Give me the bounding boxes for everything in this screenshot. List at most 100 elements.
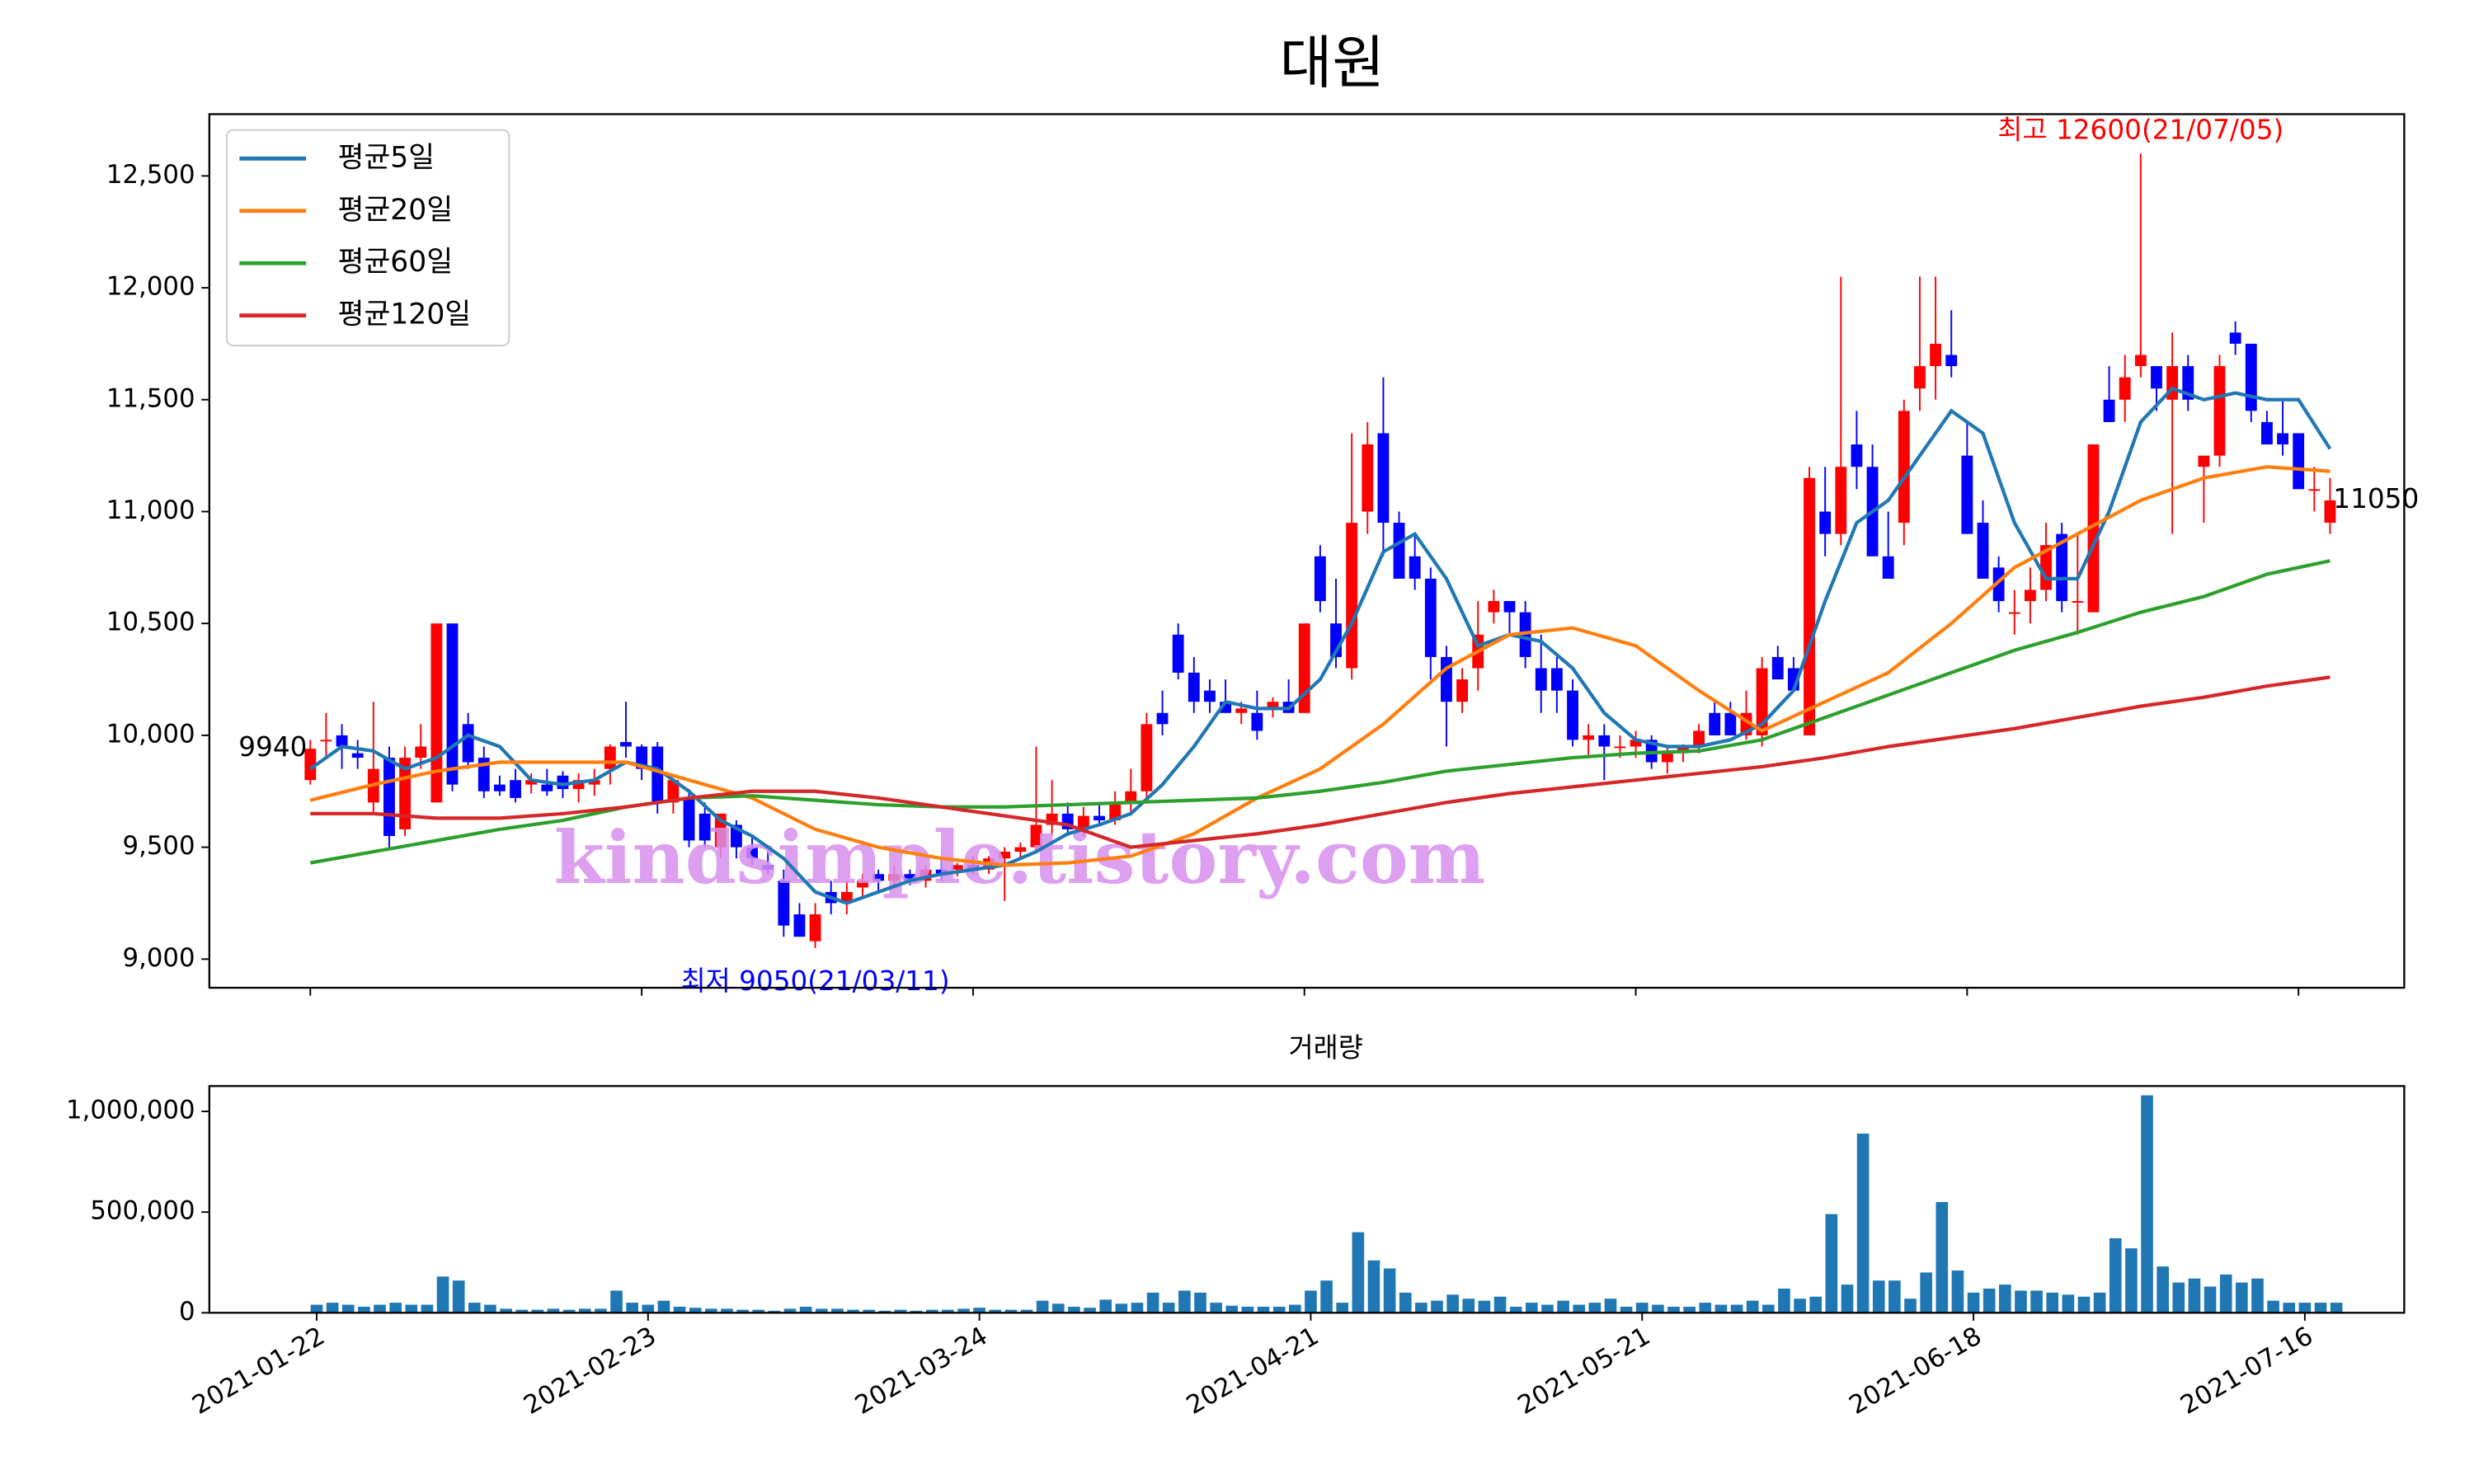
candle-body: [1172, 634, 1184, 673]
volume-bar: [989, 1309, 1002, 1313]
legend-label: 평균120일: [338, 298, 472, 331]
candle-body: [1930, 343, 1942, 367]
volume-bar: [1652, 1304, 1664, 1313]
candle-body: [1961, 455, 1973, 534]
volume-bar: [1305, 1290, 1317, 1313]
volume-bar: [610, 1290, 623, 1313]
candle-body: [1661, 753, 1673, 763]
volume-bar: [484, 1304, 496, 1313]
volume-bar: [689, 1308, 702, 1313]
candle-body: [778, 881, 790, 926]
volume-bar: [1683, 1306, 1696, 1313]
volume-bar: [2077, 1296, 2091, 1313]
candle-body: [1377, 433, 1390, 524]
y-tick-label: 9,500: [123, 831, 195, 861]
candle-body: [1693, 730, 1705, 747]
volume-bar: [515, 1309, 529, 1313]
y-tick-label: 11,000: [106, 495, 195, 525]
volume-bar: [721, 1308, 733, 1313]
volume-bar: [1588, 1303, 1602, 1313]
candle-body: [746, 847, 758, 859]
candle-body: [1125, 791, 1137, 803]
volume-bar: [2298, 1303, 2312, 1313]
volume-bar: [1178, 1290, 1191, 1313]
candle-body: [1204, 690, 1216, 702]
candle-body: [1945, 355, 1958, 367]
candle-body: [2260, 421, 2273, 445]
volume-bar: [2236, 1282, 2248, 1313]
volume-bar: [2157, 1266, 2169, 1313]
candle-body: [762, 865, 774, 870]
candle-body: [888, 874, 901, 881]
volume-bar: [973, 1308, 985, 1313]
volume-bar: [799, 1306, 812, 1313]
volume-bar: [2172, 1282, 2185, 1313]
volume-bar: [547, 1308, 560, 1313]
candle-body: [1235, 708, 1248, 713]
candle-body: [1393, 523, 1405, 579]
volume-bar: [2015, 1290, 2027, 1313]
volume-bar: [1856, 1133, 1870, 1313]
volume-bar: [1320, 1280, 1333, 1313]
volume-bar: [2141, 1095, 2153, 1313]
candle-body: [1724, 712, 1737, 735]
candle-body: [1819, 511, 1832, 534]
volume-bar: [626, 1303, 638, 1313]
volume-bar: [1272, 1306, 1286, 1313]
candle-body: [1835, 467, 1847, 534]
candle-body: [1598, 735, 1611, 747]
volume-bar: [2062, 1294, 2075, 1313]
volume-bar: [436, 1276, 449, 1313]
volume-bar: [341, 1304, 355, 1313]
volume-bar: [1115, 1303, 1128, 1313]
y-tick-label: 9,000: [123, 943, 195, 973]
end-label: 11050: [2333, 483, 2419, 514]
candle-body: [604, 746, 616, 769]
legend-label: 평균5일: [338, 141, 435, 174]
candle-body: [1851, 444, 1863, 467]
candle-body: [1267, 702, 1279, 709]
volume-bar: [1336, 1303, 1349, 1313]
candle-body: [1409, 556, 1421, 579]
candle-body: [1914, 366, 1926, 389]
low-label: 최저 9050(21/03/11): [681, 965, 950, 997]
volume-bar: [752, 1309, 765, 1313]
volume-bar: [1051, 1303, 1065, 1313]
start-label: 9940: [238, 731, 307, 763]
candle-body: [1898, 411, 1910, 524]
y-tick-label: 1,000,000: [66, 1096, 195, 1125]
candle-body: [304, 749, 317, 781]
candle-body: [351, 753, 364, 758]
volume-bar: [405, 1304, 418, 1313]
y-tick-label: 0: [179, 1297, 195, 1327]
volume-bar: [1399, 1292, 1412, 1313]
plot-frame: [208, 1085, 2406, 1314]
volume-bar: [878, 1310, 891, 1313]
volume-bar: [2314, 1303, 2327, 1313]
volume-bar: [1541, 1304, 1554, 1313]
y-tick-label: 10,500: [106, 608, 195, 637]
volume-bar: [1131, 1303, 1144, 1313]
candle-body: [1156, 712, 1169, 725]
ma-line: [310, 675, 2331, 849]
candle-body: [1614, 746, 1626, 749]
volume-bar: [1920, 1272, 1932, 1313]
candle-body: [383, 758, 395, 837]
candle-body: [462, 724, 474, 763]
candle-body: [446, 623, 459, 785]
volume-bar: [2030, 1290, 2043, 1313]
volume-bar: [942, 1309, 954, 1313]
volume-bar: [2330, 1303, 2343, 1313]
candle-body: [2103, 399, 2115, 422]
candle-body: [525, 780, 538, 785]
volume-bar: [1225, 1305, 1239, 1313]
candle-body: [1094, 815, 1105, 821]
candle-body: [951, 865, 963, 870]
candle-body: [1314, 556, 1326, 602]
volume-bar: [1794, 1298, 1806, 1313]
candle-body: [1709, 712, 1721, 735]
volume-bar: [421, 1304, 434, 1313]
volume-bar: [1635, 1303, 1649, 1313]
volume-bar: [2093, 1292, 2106, 1313]
volume-bar: [2188, 1278, 2201, 1313]
